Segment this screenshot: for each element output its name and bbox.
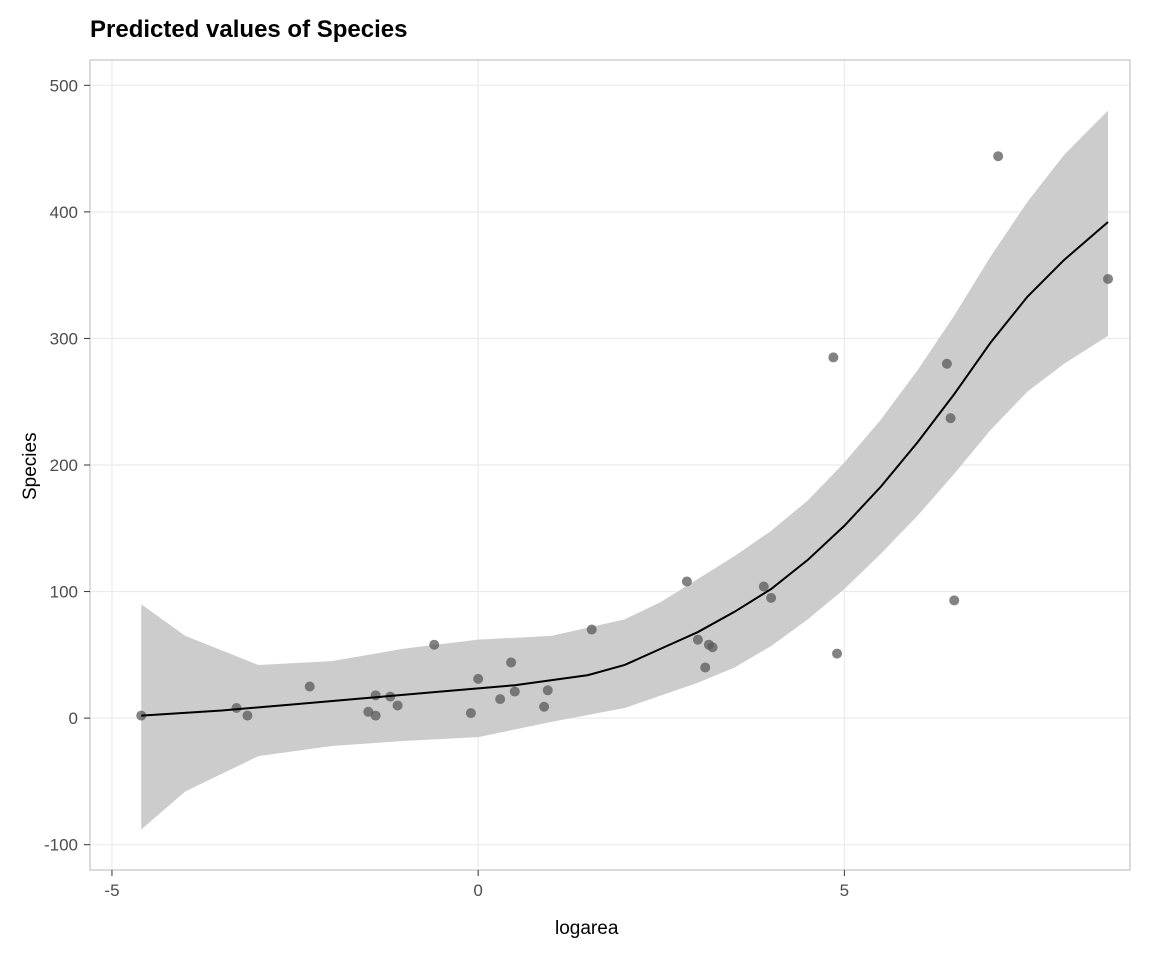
chart-container: Predicted values of Species -5 0 5 -100 0 100…	[0, 0, 1152, 960]
y-axis-label: Species	[20, 432, 42, 500]
y-tick-label: 0	[69, 709, 78, 728]
chart-svg: -5 0 5 -100 0 100 200 300 400 500	[0, 0, 1152, 960]
data-point	[510, 687, 520, 697]
data-point	[759, 582, 769, 592]
y-tick-label: 500	[50, 76, 78, 95]
y-tick-label: -100	[44, 836, 78, 855]
data-point	[429, 640, 439, 650]
data-point	[473, 674, 483, 684]
data-point	[942, 359, 952, 369]
data-point	[766, 593, 776, 603]
data-point	[993, 151, 1003, 161]
data-point	[587, 625, 597, 635]
y-tick-label: 200	[50, 456, 78, 475]
y-tick-label: 400	[50, 203, 78, 222]
data-point	[393, 700, 403, 710]
y-tick-label: 100	[50, 583, 78, 602]
data-point	[828, 352, 838, 362]
data-point	[693, 635, 703, 645]
data-point	[371, 711, 381, 721]
x-axis-label: logarea	[555, 918, 618, 940]
data-point	[242, 711, 252, 721]
data-point	[1103, 274, 1113, 284]
y-tick-label: 300	[50, 329, 78, 348]
data-point	[371, 690, 381, 700]
data-point	[506, 657, 516, 667]
data-point	[949, 595, 959, 605]
data-point	[543, 685, 553, 695]
x-tick-label: 0	[473, 881, 482, 900]
data-point	[946, 413, 956, 423]
data-point	[708, 642, 718, 652]
x-tick-label: -5	[104, 881, 119, 900]
data-point	[832, 649, 842, 659]
data-point	[305, 681, 315, 691]
data-point	[700, 663, 710, 673]
x-tick-label: 5	[840, 881, 849, 900]
data-point	[682, 576, 692, 586]
data-point	[539, 702, 549, 712]
data-point	[466, 708, 476, 718]
data-point	[495, 694, 505, 704]
chart-title: Predicted values of Species	[90, 16, 407, 44]
